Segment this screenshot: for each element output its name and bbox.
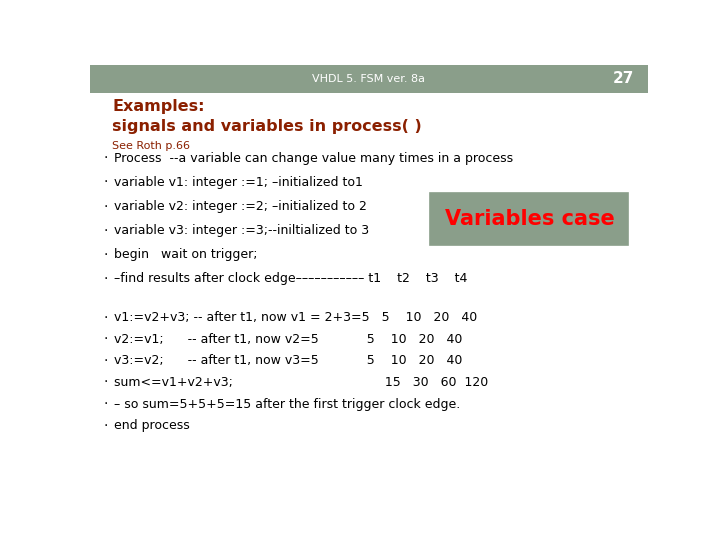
Text: See Roth p.66: See Roth p.66 xyxy=(112,141,190,151)
Text: v1:=v2+v3; -- after t1, now v1 = 2+3=5   5    10   20   40: v1:=v2+v3; -- after t1, now v1 = 2+3=5 5… xyxy=(114,311,477,324)
Text: Process  --a variable can change value many times in a process: Process --a variable can change value ma… xyxy=(114,152,513,165)
Text: ·: · xyxy=(104,332,108,346)
Text: Variables case: Variables case xyxy=(444,208,614,228)
Text: ·: · xyxy=(104,200,108,214)
Text: sum<=v1+v2+v3;                                      15   30   60  120: sum<=v1+v2+v3; 15 30 60 120 xyxy=(114,376,488,389)
Text: Examples:: Examples: xyxy=(112,99,204,114)
Text: ·: · xyxy=(104,354,108,368)
Text: v3:=v2;      -- after t1, now v3=5            5    10   20   40: v3:=v2; -- after t1, now v3=5 5 10 20 40 xyxy=(114,354,462,367)
Text: v2:=v1;      -- after t1, now v2=5            5    10   20   40: v2:=v1; -- after t1, now v2=5 5 10 20 40 xyxy=(114,333,462,346)
Text: variable v1: integer :=1; –initialized to1: variable v1: integer :=1; –initialized t… xyxy=(114,176,363,189)
FancyBboxPatch shape xyxy=(431,193,629,245)
Text: begin   wait on trigger;: begin wait on trigger; xyxy=(114,248,258,261)
Text: –find results after clock edge––––––––––– t1    t2    t3    t4: –find results after clock edge––––––––––… xyxy=(114,273,467,286)
Bar xyxy=(90,65,648,93)
Text: variable v2: integer :=2; –initialized to 2: variable v2: integer :=2; –initialized t… xyxy=(114,200,367,213)
Text: ·: · xyxy=(104,310,108,325)
Text: ·: · xyxy=(104,176,108,190)
Text: ·: · xyxy=(104,418,108,433)
Text: ·: · xyxy=(104,397,108,411)
Text: ·: · xyxy=(104,248,108,262)
Text: ·: · xyxy=(104,375,108,389)
Text: end process: end process xyxy=(114,419,190,432)
Text: – so sum=5+5+5=15 after the first trigger clock edge.: – so sum=5+5+5=15 after the first trigge… xyxy=(114,397,460,410)
Text: ·: · xyxy=(104,224,108,238)
Text: ·: · xyxy=(104,151,108,165)
Text: variable v3: integer :=3;--iniltialized to 3: variable v3: integer :=3;--iniltialized … xyxy=(114,224,369,237)
Text: ·: · xyxy=(104,272,108,286)
Text: signals and variables in process( ): signals and variables in process( ) xyxy=(112,119,422,134)
Text: VHDL 5. FSM ver. 8a: VHDL 5. FSM ver. 8a xyxy=(312,74,426,84)
Text: 27: 27 xyxy=(613,71,634,86)
